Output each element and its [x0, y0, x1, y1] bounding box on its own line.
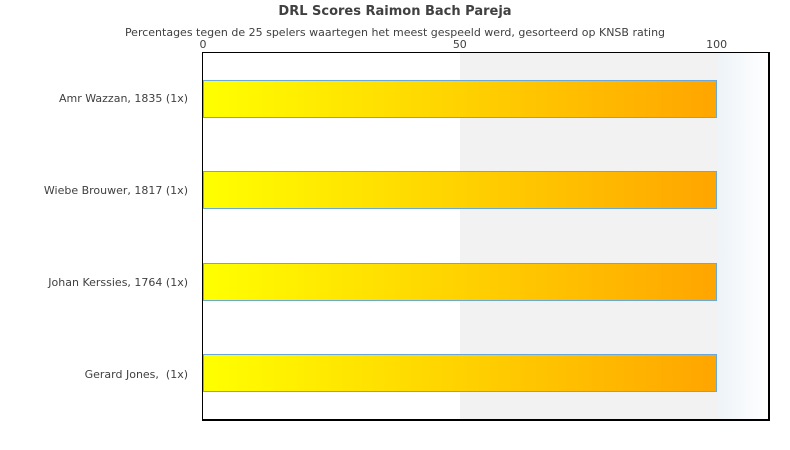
category-label: Gerard Jones, (1x): [84, 368, 188, 382]
bar-row: [203, 236, 768, 328]
chart-subtitle: Percentages tegen de 25 spelers waartege…: [124, 26, 666, 39]
bar[interactable]: [203, 262, 717, 301]
plot-area: [202, 52, 770, 421]
category-labels: Amr Wazzan, 1835 (1x) Wiebe Brouwer, 1817…: [0, 52, 188, 421]
bar[interactable]: [203, 354, 717, 393]
x-axis-tick-label: 0: [199, 38, 207, 51]
overflow-zone: [716, 53, 768, 419]
chart-title: DRL Scores Raimon Bach Pareja: [278, 4, 512, 19]
x-axis-tick-label: 50: [452, 38, 467, 51]
bar-rows: [203, 53, 768, 419]
bar-row: [203, 328, 768, 420]
category-label: Wiebe Brouwer, 1817 (1x): [43, 183, 188, 197]
category-label: Amr Wazzan, 1835 (1x): [58, 91, 188, 105]
category-label: Johan Kerssies, 1764 (1x): [48, 276, 188, 290]
bar-row: [203, 53, 768, 145]
x-axis-tick-label: 100: [706, 38, 728, 51]
bar[interactable]: [203, 171, 717, 210]
x-axis: 0 50 100: [199, 38, 768, 51]
bar-row: [203, 145, 768, 237]
bar[interactable]: [203, 79, 717, 118]
